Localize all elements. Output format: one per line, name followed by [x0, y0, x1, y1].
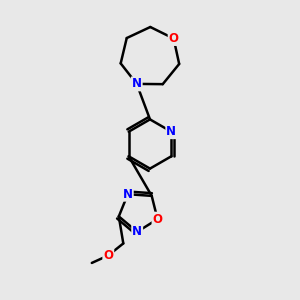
- Text: O: O: [152, 213, 163, 226]
- Text: N: N: [132, 225, 142, 239]
- Text: N: N: [132, 77, 142, 90]
- Text: N: N: [123, 188, 133, 201]
- Text: O: O: [169, 32, 178, 45]
- Text: O: O: [103, 249, 113, 262]
- Text: N: N: [166, 125, 176, 138]
